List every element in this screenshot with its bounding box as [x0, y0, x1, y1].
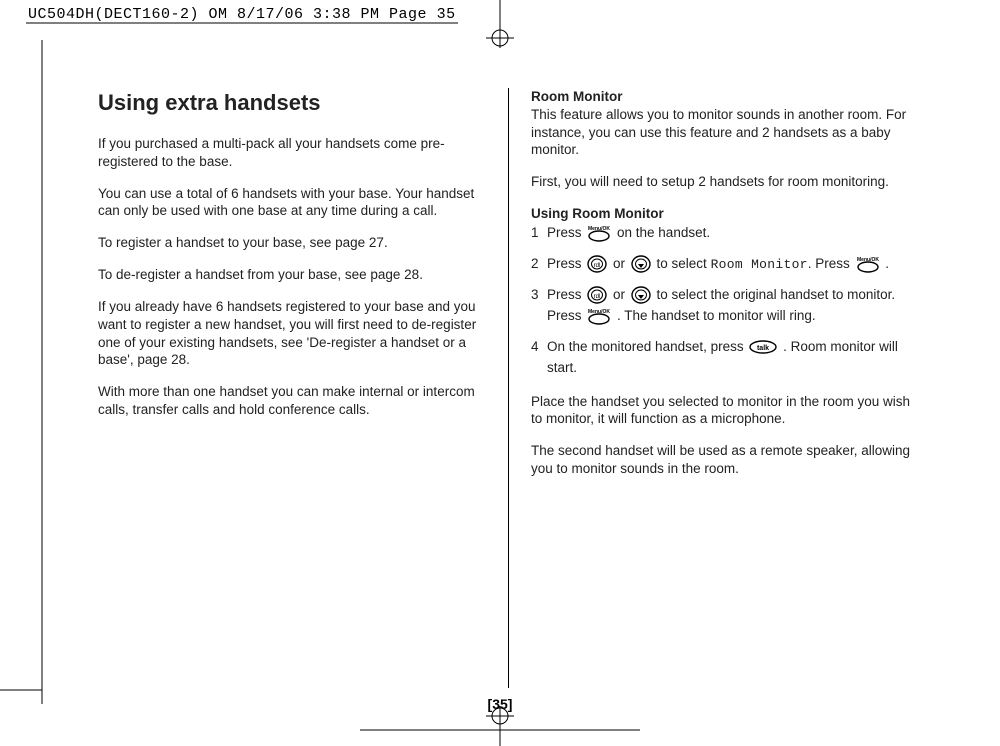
step-body: On the monitored handset, press talk . R…	[547, 337, 918, 379]
paragraph: This feature allows you to monitor sound…	[531, 106, 918, 159]
printer-header: UC504DH(DECT160-2) OM 8/17/06 3:38 PM Pa…	[28, 6, 456, 23]
svg-text:talk: talk	[757, 345, 769, 352]
step-body: Press rdl or to select Room Monitor. Pre…	[547, 254, 918, 275]
paragraph: To de-register a handset from your base,…	[98, 266, 490, 284]
paragraph: With more than one handset you can make …	[98, 383, 490, 419]
step-list: 1 Press Menu/OK on the handset. 2 Press …	[531, 223, 918, 379]
paragraph: The second handset will be used as a rem…	[531, 442, 918, 478]
paragraph: First, you will need to setup 2 handsets…	[531, 173, 918, 191]
step-number: 3	[531, 285, 547, 327]
step-body: Press rdl or to select the original hand…	[547, 285, 918, 327]
step: 4 On the monitored handset, press talk .…	[531, 337, 918, 379]
step: 2 Press rdl or to select Room Monitor. P…	[531, 254, 918, 275]
paragraph: To register a handset to your base, see …	[98, 234, 490, 252]
step-body: Press Menu/OK on the handset.	[547, 223, 918, 244]
left-column: Using extra handsets If you purchased a …	[98, 88, 508, 688]
paragraph: Place the handset you selected to monito…	[531, 393, 918, 429]
menu-ok-icon: Menu/OK	[587, 224, 611, 242]
menu-ok-icon: Menu/OK	[856, 255, 880, 273]
paragraph: You can use a total of 6 handsets with y…	[98, 185, 490, 221]
section-title: Using extra handsets	[98, 88, 490, 117]
up-icon: rdl	[587, 286, 607, 304]
svg-text:rdl: rdl	[594, 294, 601, 300]
talk-icon: talk	[749, 340, 777, 354]
down-icon	[631, 255, 651, 273]
svg-text:rdl: rdl	[594, 263, 601, 269]
step: 3 Press rdl or to select the original ha…	[531, 285, 918, 327]
right-column: Room Monitor This feature allows you to …	[508, 88, 918, 688]
up-icon: rdl	[587, 255, 607, 273]
page-content: Using extra handsets If you purchased a …	[98, 88, 918, 688]
down-icon	[631, 286, 651, 304]
page-number: [35]	[488, 696, 513, 712]
step-number: 4	[531, 337, 547, 379]
subheading: Using Room Monitor	[531, 205, 918, 223]
paragraph: If you purchased a multi-pack all your h…	[98, 135, 490, 171]
paragraph: If you already have 6 handsets registere…	[98, 298, 490, 369]
subheading: Room Monitor	[531, 88, 918, 106]
step-number: 1	[531, 223, 547, 244]
step-number: 2	[531, 254, 547, 275]
menu-ok-icon: Menu/OK	[587, 307, 611, 325]
menu-ref: Room Monitor	[711, 257, 808, 272]
step: 1 Press Menu/OK on the handset.	[531, 223, 918, 244]
